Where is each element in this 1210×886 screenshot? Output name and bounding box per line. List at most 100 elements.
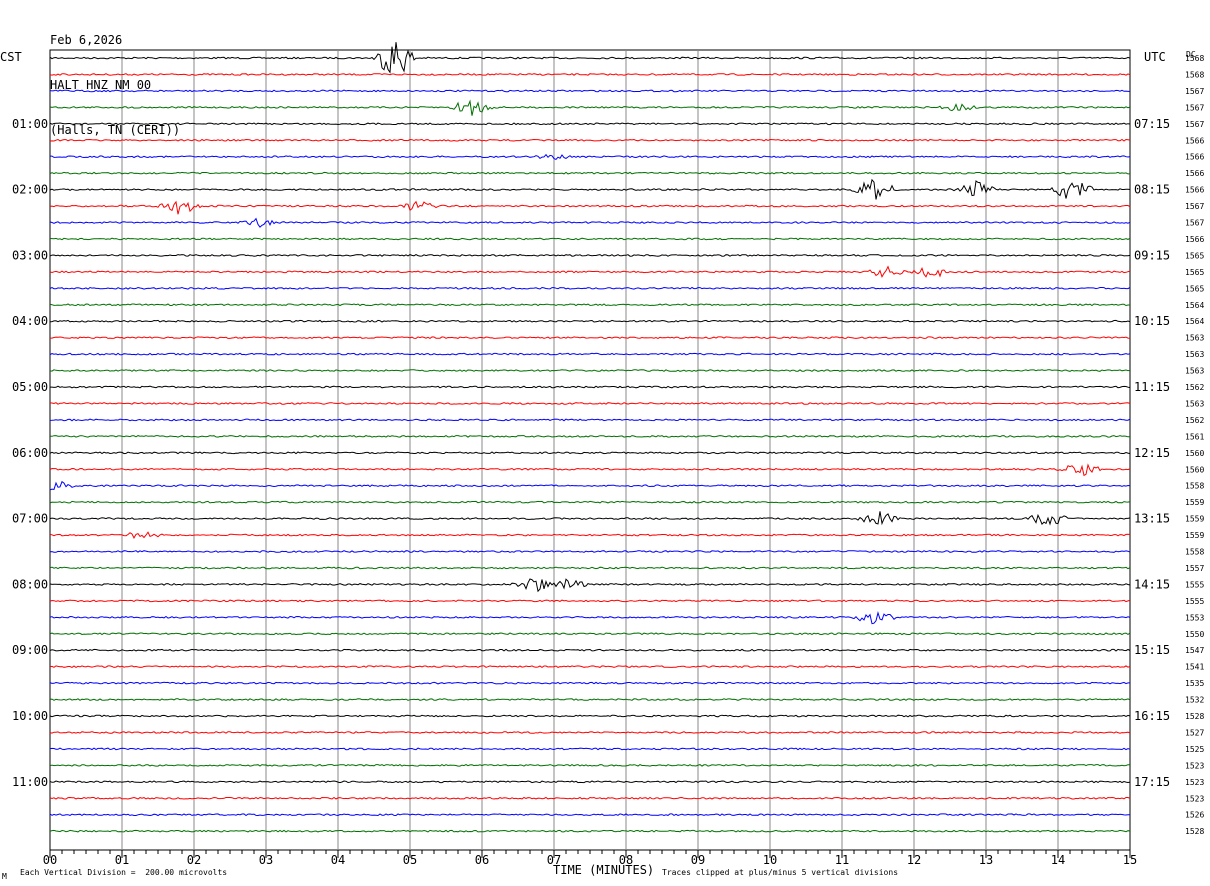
- x-axis-label: TIME (MINUTES): [553, 863, 655, 877]
- dc-value: 1563: [1185, 350, 1204, 359]
- chart-header: Feb 6,2026 HALT HNZ NM 00 (Halls, TN (CE…: [50, 3, 180, 153]
- dc-value: 1528: [1185, 712, 1204, 721]
- x-tick-label: 07: [547, 853, 561, 867]
- dc-value: 1566: [1185, 186, 1204, 195]
- left-time-label: 02:00: [12, 183, 48, 197]
- right-time-label: 15:15: [1134, 643, 1170, 657]
- x-tick-label: 10: [763, 853, 777, 867]
- x-tick-label: 12: [907, 853, 921, 867]
- right-time-label: 07:15: [1134, 117, 1170, 131]
- dc-value: 1562: [1185, 416, 1204, 425]
- dc-value: 1561: [1185, 432, 1204, 441]
- dc-value: 1558: [1185, 548, 1204, 557]
- dc-value: 1550: [1185, 630, 1204, 639]
- seismic-trace: [49, 500, 1131, 504]
- x-tick-label: 15: [1123, 853, 1137, 867]
- right-time-label: 16:15: [1134, 709, 1170, 723]
- dc-value: 1523: [1185, 761, 1204, 770]
- dc-value: 1541: [1185, 663, 1204, 672]
- dc-value: 1565: [1185, 251, 1204, 260]
- dc-value: 1560: [1185, 465, 1204, 474]
- seismic-trace: [49, 813, 1131, 817]
- seismic-trace: [49, 632, 1131, 636]
- right-timezone-label: UTC: [1144, 50, 1166, 64]
- seismic-trace: [49, 418, 1131, 422]
- seismic-trace: [49, 435, 1131, 438]
- dc-value: 1564: [1185, 317, 1204, 326]
- seismic-trace: [49, 829, 1131, 833]
- dc-value: 1528: [1185, 827, 1204, 836]
- dc-value: 1567: [1185, 202, 1204, 211]
- dc-value: 1527: [1185, 728, 1204, 737]
- seismic-trace: [49, 254, 1131, 257]
- seismic-trace: [49, 463, 1131, 477]
- dc-value: 1526: [1185, 811, 1204, 820]
- dc-value: 1555: [1185, 580, 1204, 589]
- seismic-trace: [49, 303, 1130, 307]
- dc-value: 1535: [1185, 679, 1204, 688]
- seismic-trace: [49, 171, 1130, 175]
- dc-value: 1523: [1185, 794, 1204, 803]
- seismic-trace: [49, 286, 1131, 290]
- left-time-label: 08:00: [12, 577, 48, 591]
- seismic-trace: [49, 747, 1131, 751]
- dc-value: 1532: [1185, 696, 1204, 705]
- header-station: HALT HNZ NM 00: [50, 78, 152, 92]
- dc-value: 1559: [1185, 515, 1204, 524]
- seismic-trace: [49, 780, 1131, 784]
- seismic-trace: [49, 578, 1131, 593]
- seismic-trace: [49, 681, 1130, 685]
- x-tick-label: 06: [475, 853, 489, 867]
- header-date: Feb 6,2026: [50, 33, 123, 47]
- x-tick-label: 03: [259, 853, 273, 867]
- dc-value: 1564: [1185, 301, 1204, 310]
- dc-value: 1547: [1185, 646, 1204, 655]
- x-tick-label: 05: [403, 853, 417, 867]
- left-timezone-label: CST: [0, 50, 22, 64]
- left-time-label: 07:00: [12, 512, 48, 526]
- seismic-trace: [49, 550, 1131, 553]
- seismic-trace: [49, 610, 1131, 625]
- dc-value: 1525: [1185, 745, 1204, 754]
- dc-value: 1565: [1185, 284, 1204, 293]
- x-tick-label: 01: [115, 853, 129, 867]
- dc-value: 1567: [1185, 120, 1204, 129]
- x-tick-label: 04: [331, 853, 345, 867]
- dc-value: 1557: [1185, 564, 1204, 573]
- seismic-trace: [49, 89, 1130, 93]
- seismic-trace: [50, 385, 1131, 389]
- dc-label: DC: [1186, 50, 1196, 59]
- seismic-trace: [49, 138, 1131, 142]
- left-time-label: 10:00: [12, 709, 48, 723]
- seismic-trace: [49, 122, 1131, 126]
- seismic-trace: [49, 319, 1131, 323]
- left-time-label: 05:00: [12, 380, 48, 394]
- left-time-label: 04:00: [12, 314, 48, 328]
- dc-value: 1562: [1185, 383, 1204, 392]
- left-time-label: 09:00: [12, 643, 48, 657]
- dc-value: 1558: [1185, 482, 1204, 491]
- dc-value: 1563: [1185, 367, 1204, 376]
- dc-value: 1523: [1185, 778, 1204, 787]
- dc-value: 1553: [1185, 613, 1204, 622]
- right-time-label: 14:15: [1134, 577, 1170, 591]
- x-tick-label: 11: [835, 853, 849, 867]
- dc-value: 1563: [1185, 334, 1204, 343]
- clip-note: Traces clipped at plus/minus 5 vertical …: [662, 868, 899, 877]
- seismic-trace: [50, 336, 1131, 339]
- right-time-label: 12:15: [1134, 446, 1170, 460]
- x-tick-label: 14: [1051, 853, 1065, 867]
- dc-value: 1560: [1185, 449, 1204, 458]
- dc-value: 1566: [1185, 136, 1204, 145]
- seismic-trace: [49, 480, 1131, 491]
- dc-value: 1566: [1185, 153, 1204, 162]
- seismic-trace: [49, 764, 1130, 767]
- left-time-label: 03:00: [12, 248, 48, 262]
- seismic-trace: [49, 566, 1131, 570]
- seismic-trace: [49, 698, 1131, 701]
- seismic-trace: [50, 153, 1131, 160]
- seismic-trace: [49, 796, 1131, 800]
- left-time-label: 01:00: [12, 117, 48, 131]
- left-time-label: 06:00: [12, 446, 48, 460]
- seismic-trace: [49, 714, 1131, 718]
